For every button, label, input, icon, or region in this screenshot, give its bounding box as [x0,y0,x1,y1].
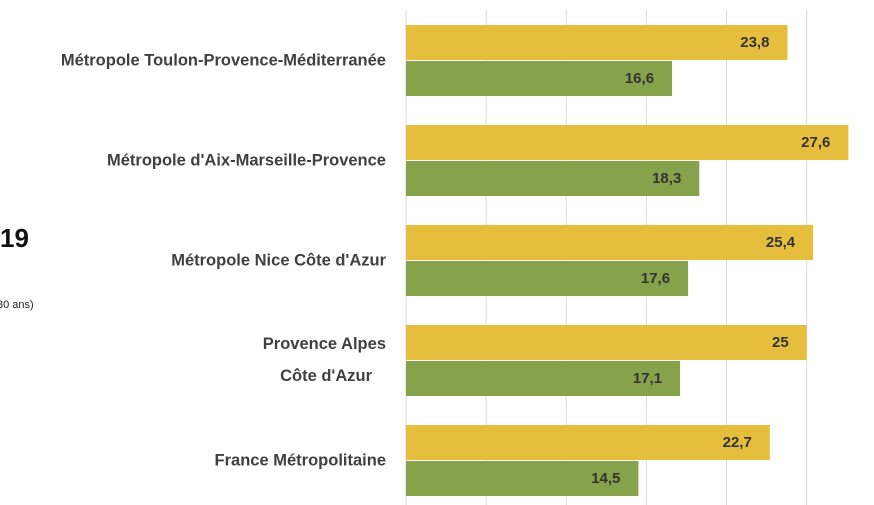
category-label: France Métropolitaine [215,451,386,469]
value-label: 14,5 [591,470,620,487]
bar [406,325,807,360]
value-label: 25 [772,334,789,351]
value-label: 18,3 [652,170,681,187]
category-label: Métropole Toulon-Provence-Méditerranée [61,51,386,69]
category-label: Métropole Nice Côte d'Azur [171,251,386,269]
bar [406,261,689,296]
category-label: Métropole d'Aix-Marseille-Provence [107,151,386,169]
bar [406,125,849,160]
value-label: 23,8 [740,34,769,51]
category-label: Provence Alpes Côte d'Azur [263,335,386,385]
value-label: 27,6 [801,134,830,151]
bar [406,225,814,260]
bar [406,61,673,96]
bar [406,361,681,396]
side-title: 19 [0,223,29,253]
value-label: 16,6 [625,70,654,87]
value-label: 17,6 [641,270,670,287]
bar [406,461,639,496]
bar [406,161,700,196]
bar [406,25,788,60]
bar [406,425,770,460]
value-label: 22,7 [723,434,752,451]
side-note: 30 ans) [0,299,34,311]
value-label: 17,1 [633,370,662,387]
value-label: 25,4 [766,234,796,251]
